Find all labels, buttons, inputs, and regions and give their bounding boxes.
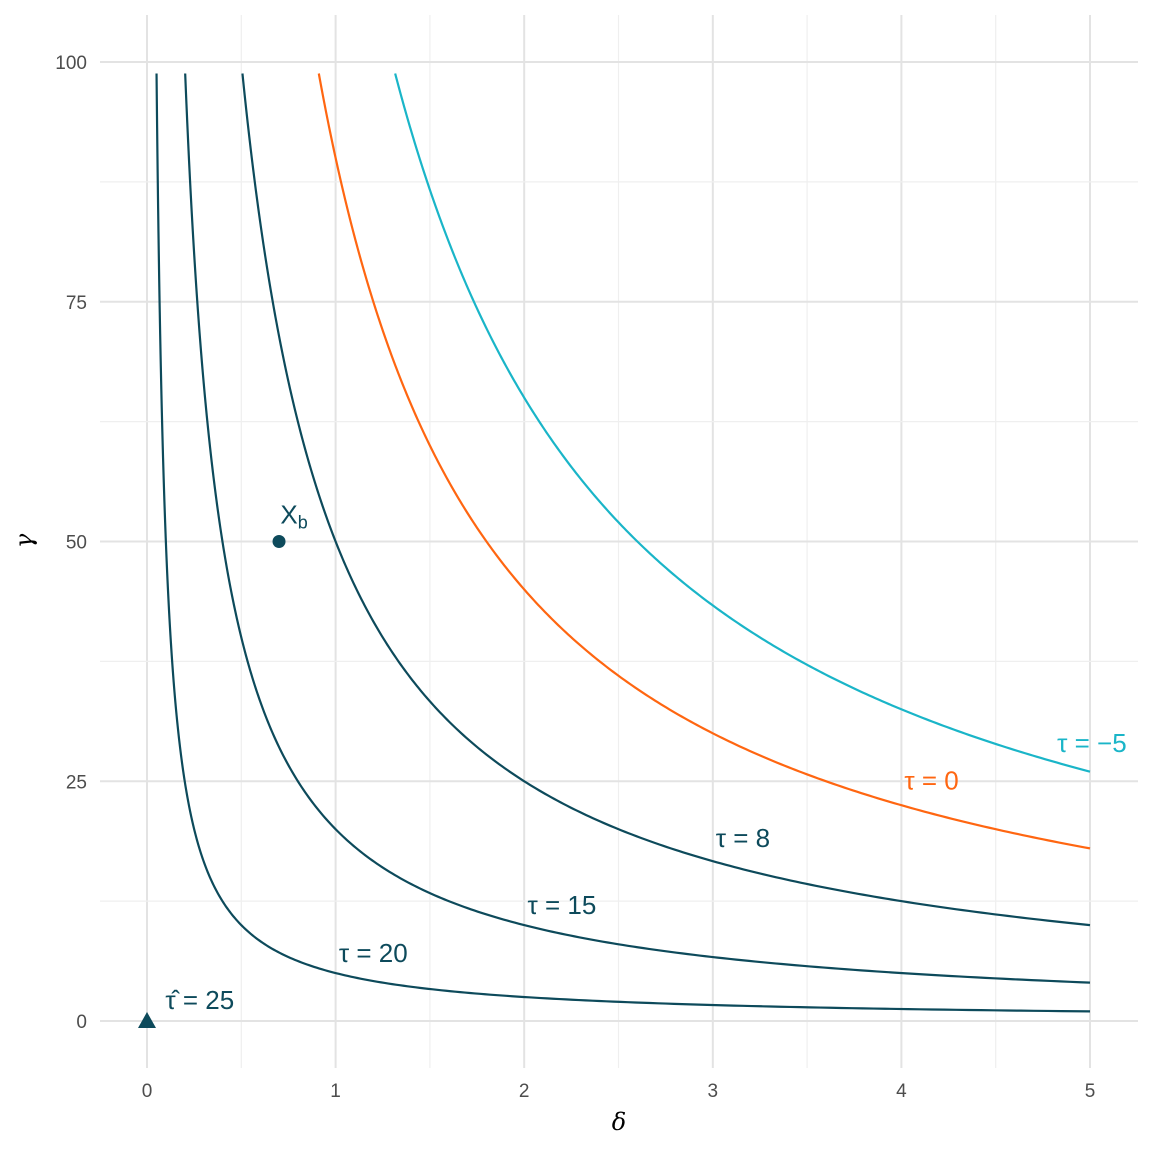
x-axis-ticks: 0 1 2 3 4 5	[142, 1081, 1096, 1102]
grid	[100, 15, 1138, 1068]
x-tick-label: 2	[519, 1081, 530, 1102]
x-axis-label: δ	[612, 1108, 626, 1136]
y-tick-label: 25	[66, 772, 87, 793]
y-tick-label: 0	[76, 1012, 87, 1033]
y-tick-label: 75	[66, 293, 87, 314]
curve-line	[241, 73, 1091, 927]
x-tick-label: 1	[330, 1081, 341, 1102]
x-tick-label: 0	[142, 1081, 153, 1102]
x-tick-label: 3	[708, 1081, 719, 1102]
points: Xb τ̂ = 25	[138, 500, 308, 1028]
curve-label-tau-minus-5: τ = −5	[1057, 728, 1127, 758]
point-label-tau-hat: τ̂ = 25	[165, 985, 234, 1015]
point-label-x-b-sub: b	[298, 513, 308, 533]
curve-line	[155, 73, 1091, 1013]
curve-label-tau-8: τ = 8	[716, 823, 770, 853]
y-tick-label: 50	[66, 533, 87, 554]
y-axis-label: γ	[10, 533, 38, 548]
curve-label-tau-15: τ = 15	[528, 890, 597, 920]
y-axis-ticks: 0 25 50 75 100	[55, 53, 87, 1033]
curve-labels: τ = 20 τ = 15 τ = 8 τ = 0 τ = −5	[339, 728, 1127, 968]
point-label-x-b: Xb	[280, 500, 307, 533]
curve-label-tau-0: τ = 0	[904, 765, 958, 795]
y-tick-label: 100	[55, 53, 87, 74]
curve-line	[184, 73, 1091, 984]
curve-line	[394, 73, 1091, 773]
point-tau-hat	[138, 1012, 156, 1028]
point-label-x-b-main: X	[280, 500, 297, 530]
curve-label-tau-20: τ = 20	[339, 938, 408, 968]
curve-line	[317, 73, 1091, 850]
x-tick-label: 5	[1085, 1081, 1096, 1102]
curves	[155, 73, 1091, 1013]
x-tick-label: 4	[896, 1081, 907, 1102]
point-x-b	[272, 535, 286, 548]
